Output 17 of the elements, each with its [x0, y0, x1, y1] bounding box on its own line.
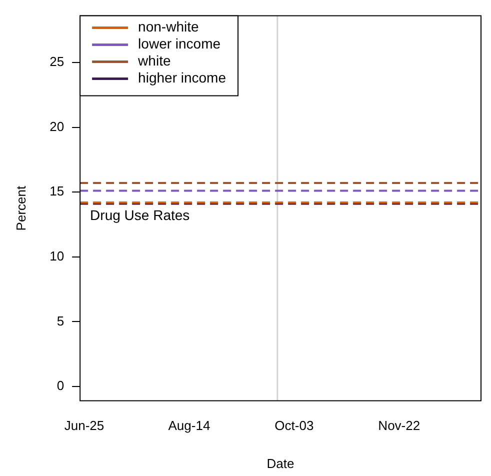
y-tick-label: 0 — [56, 378, 64, 394]
x-axis-title: Date — [266, 456, 294, 471]
legend-label: lower income — [138, 36, 221, 52]
y-tick-label: 5 — [56, 313, 64, 328]
y-tick-label: 25 — [50, 54, 64, 70]
x-tick-label: Jun-25 — [64, 418, 104, 434]
x-tick-label: Nov-22 — [378, 418, 420, 434]
annotation: Drug Use Rates — [90, 206, 190, 223]
y-axis-title: Percent — [13, 186, 28, 231]
legend-label: non-white — [138, 18, 199, 35]
legend-label: white — [137, 52, 171, 69]
legend-label: higher income — [138, 70, 226, 86]
x-tick-label: Oct-03 — [274, 418, 314, 434]
y-tick-label: 10 — [50, 248, 64, 264]
y-tick-label: 15 — [50, 184, 64, 199]
x-tick-label: Aug-14 — [168, 418, 210, 434]
y-tick-label: 20 — [50, 118, 64, 134]
